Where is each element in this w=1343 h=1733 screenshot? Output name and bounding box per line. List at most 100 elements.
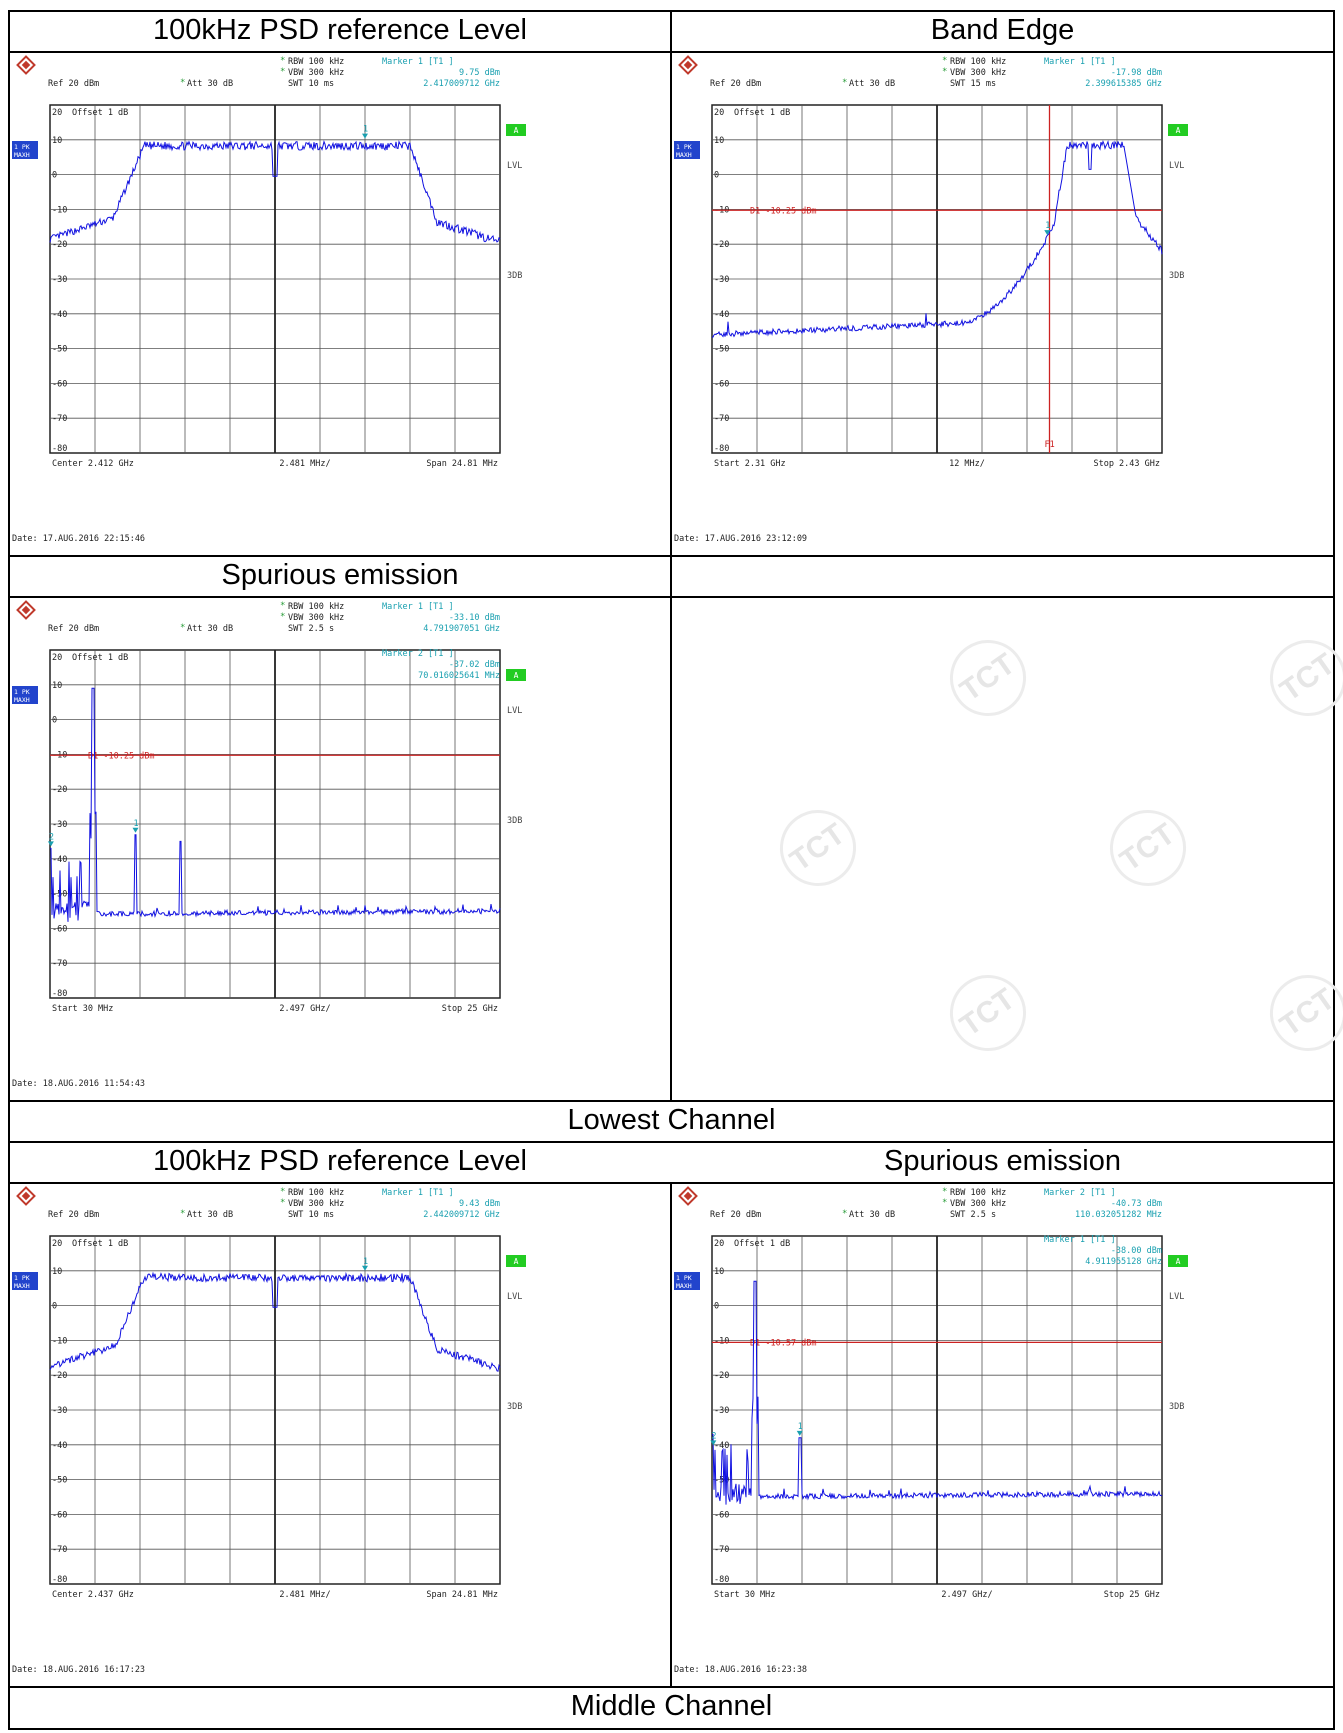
marker-icon xyxy=(47,841,54,847)
x-axis-division-label: 2.497 GHz/ xyxy=(941,1590,992,1600)
y-tick-label: 10 xyxy=(714,136,724,146)
marker-readout: 2.399615385 GHz xyxy=(1085,79,1162,89)
spectrum-trace xyxy=(50,687,501,922)
ref-label: Ref 20 dBm xyxy=(48,624,99,634)
swt-label: SWT 10 ms xyxy=(288,1210,334,1220)
y-tick-label: -30 xyxy=(52,820,67,830)
side-label-3db: 3DB xyxy=(1169,271,1184,281)
swt-label: SWT 2.5 s xyxy=(950,1210,996,1220)
y-tick-label: 10 xyxy=(52,681,62,691)
marker-readout: Marker 1 [T1 ] xyxy=(1044,57,1116,67)
y-tick-label: -50 xyxy=(714,1476,729,1486)
table-border xyxy=(8,10,10,1730)
trace-mode-badge-text: MAXH xyxy=(676,1282,692,1290)
marker-readout: -40.73 dBm xyxy=(1111,1199,1162,1209)
x-axis-start-label: Start 30 MHz xyxy=(52,1004,113,1014)
marker-readout: 4.911955128 GHz xyxy=(1085,1257,1162,1267)
star-mark: * xyxy=(280,67,285,77)
swt-label: SWT 2.5 s xyxy=(288,624,334,634)
marker-icon xyxy=(362,1265,368,1271)
y-tick-label: -30 xyxy=(52,1406,67,1416)
table-border xyxy=(670,10,672,1102)
y-tick-label: 0 xyxy=(52,171,57,181)
date-label: Date: 18.AUG.2016 16:23:38 xyxy=(674,1665,807,1675)
trace-mode-badge-text: MAXH xyxy=(14,1282,30,1290)
y-tick-label: -70 xyxy=(52,1545,67,1555)
watermark-logo: TCT xyxy=(1095,795,1201,901)
cell-title: Spurious emission xyxy=(884,1145,1121,1177)
rbw-label: RBW 100 kHz xyxy=(288,57,344,67)
y-tick-label: -60 xyxy=(714,379,729,389)
status-badge-a-text: A xyxy=(514,1257,519,1266)
watermark-logo: TCT xyxy=(1255,960,1343,1066)
rbw-label: RBW 100 kHz xyxy=(950,1188,1006,1198)
status-badge-a xyxy=(1168,124,1188,136)
y-tick-label: -30 xyxy=(714,1406,729,1416)
y-tick-label: -40 xyxy=(52,1441,67,1451)
marker-label: 1 xyxy=(363,125,368,135)
marker-label: 2 xyxy=(711,1431,716,1441)
marker-icon xyxy=(362,133,368,139)
status-badge-a-text: A xyxy=(1176,126,1181,135)
y-tick-label: -50 xyxy=(52,345,67,355)
star-mark: * xyxy=(280,1187,285,1197)
section-label-middle: Middle Channel xyxy=(570,1690,773,1722)
x-axis-stop-label: Span 24.81 MHz xyxy=(426,1590,498,1600)
marker-readout: 2.442009712 GHz xyxy=(423,1210,500,1220)
y-tick-label: 20 xyxy=(52,1239,62,1249)
cell-title: Band Edge xyxy=(930,14,1075,46)
ref-label: Ref 20 dBm xyxy=(710,79,761,89)
offset-label: Offset 1 dB xyxy=(72,653,128,663)
vbw-label: VBW 300 kHz xyxy=(950,1199,1006,1209)
att-label: Att 30 dB xyxy=(849,79,895,89)
marker-readout: Marker 1 [T1 ] xyxy=(382,57,454,67)
offset-label: Offset 1 dB xyxy=(734,1239,790,1249)
y-tick-label: -20 xyxy=(714,1371,729,1381)
trace-mode-badge xyxy=(12,141,38,159)
spectrum-panel-psd-lowest: * RBW 100 kHz * VBW 300 kHz SWT 10 ms Ref 20 … xyxy=(10,53,670,555)
y-tick-label: 20 xyxy=(52,108,62,118)
x-axis-start-label: Start 30 MHz xyxy=(714,1590,775,1600)
marker-readout: 9.43 dBm xyxy=(459,1199,500,1209)
trace-mode-badge xyxy=(12,686,38,704)
y-tick-label: 0 xyxy=(714,1302,719,1312)
y-tick-label: 10 xyxy=(52,136,62,146)
trace-mode-badge-text: 1 PK xyxy=(14,1274,30,1282)
y-tick-label: -60 xyxy=(52,1510,67,1520)
watermark-logo: TCT xyxy=(765,795,871,901)
x-axis-division-label: 2.497 GHz/ xyxy=(279,1004,330,1014)
star-mark: * xyxy=(842,78,847,88)
y-tick-label: -80 xyxy=(52,1575,67,1585)
marker-icon xyxy=(132,827,139,833)
star-mark: * xyxy=(942,1187,947,1197)
y-tick-label: 0 xyxy=(52,716,57,726)
vbw-label: VBW 300 kHz xyxy=(288,68,344,78)
status-badge-a-text: A xyxy=(514,126,519,135)
spectrum-trace xyxy=(49,140,501,243)
marker-readout: Marker 1 [T1 ] xyxy=(382,1188,454,1198)
trace-mode-badge-text: 1 PK xyxy=(14,688,30,696)
spectrum-panel-spurious-middle: * RBW 100 kHz * VBW 300 kHz SWT 2.5 s Ref 20 … xyxy=(672,1184,1333,1686)
y-tick-label: -60 xyxy=(52,379,67,389)
x-axis-stop-label: Span 24.81 MHz xyxy=(426,459,498,469)
spectrum-trace xyxy=(49,1271,501,1372)
status-badge-a-text: A xyxy=(1176,1257,1181,1266)
y-tick-label: -80 xyxy=(52,989,67,999)
marker-readout: -38.00 dBm xyxy=(1111,1246,1162,1256)
ref-label: Ref 20 dBm xyxy=(48,79,99,89)
y-tick-label: -70 xyxy=(52,414,67,424)
watermark-logo: TCT xyxy=(935,960,1041,1066)
spectrum-trace xyxy=(711,139,1163,338)
star-mark: * xyxy=(942,1198,947,1208)
limit-line-label: D1 -10.57 dBm xyxy=(750,1338,817,1348)
y-tick-label: 0 xyxy=(52,1302,57,1312)
marker-readout: 70.016025641 MHz xyxy=(418,671,500,681)
spectrum-trace xyxy=(712,1280,1163,1505)
y-tick-label: -80 xyxy=(52,444,67,454)
side-label-lvl: LVL xyxy=(507,1292,522,1302)
trace-mode-badge-text: 1 PK xyxy=(14,143,30,151)
marker-readout: Marker 2 [T1 ] xyxy=(382,649,454,659)
